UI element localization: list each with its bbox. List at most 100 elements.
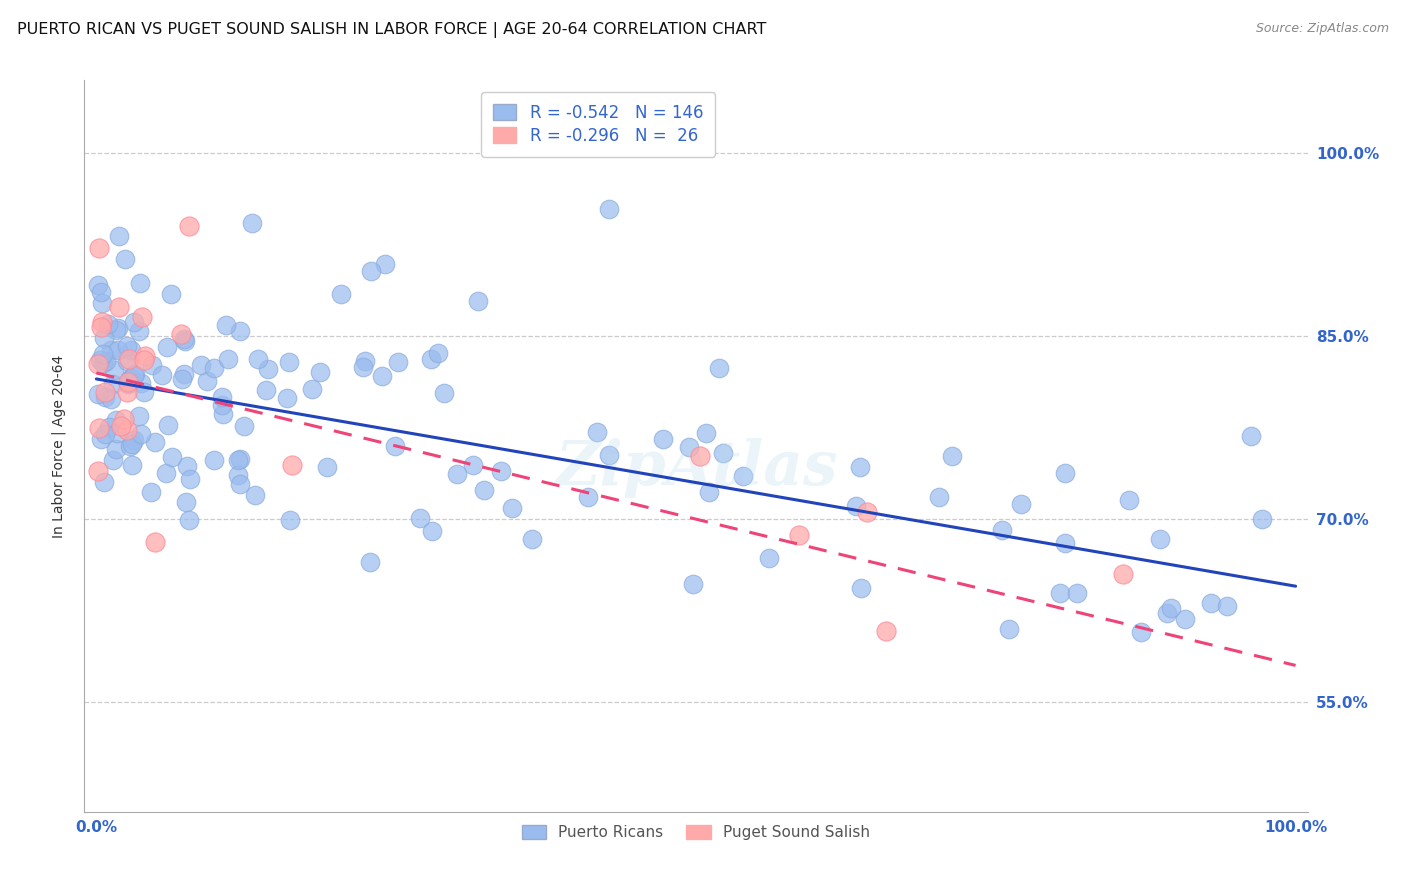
Point [370,368,392,383]
Point [409,510,432,524]
Point [115,385,138,400]
Point [118,351,141,366]
Point [131,310,153,324]
Point [247,352,270,367]
Point [162,450,184,465]
Point [695,426,717,441]
Point [100,343,122,357]
Point [215,318,238,333]
Point [173,367,195,381]
Point [689,449,711,463]
Point [104,413,127,427]
Point [179,219,201,234]
Point [229,477,252,491]
Point [115,423,138,437]
Point [87,241,110,255]
Point [707,361,730,376]
Point [115,339,138,353]
Point [90,320,112,334]
Point [121,458,143,472]
Point [849,581,872,595]
Point [354,354,377,368]
Point [733,469,755,483]
Point [97,317,120,331]
Point [211,407,233,421]
Point [598,448,620,462]
Point [179,472,201,486]
Point [256,362,278,376]
Point [243,488,266,502]
Point [489,464,512,478]
Point [848,460,870,475]
Text: PUERTO RICAN VS PUGET SOUND SALISH IN LABOR FORCE | AGE 20-64 CORRELATION CHART: PUERTO RICAN VS PUGET SOUND SALISH IN LA… [17,22,766,38]
Point [114,252,136,266]
Point [120,371,142,385]
Point [91,347,114,361]
Point [90,285,112,299]
Point [173,332,195,346]
Point [278,355,301,369]
Point [352,359,374,374]
Point [1066,586,1088,600]
Point [598,202,620,217]
Y-axis label: In Labor Force | Age 20-64: In Labor Force | Age 20-64 [51,354,66,538]
Point [122,433,145,447]
Point [420,352,443,367]
Point [91,315,114,329]
Point [1250,512,1272,526]
Point [229,324,252,338]
Point [86,357,108,371]
Point [1118,493,1140,508]
Point [86,387,108,401]
Point [1054,467,1077,481]
Point [120,343,142,357]
Point [446,467,468,481]
Point [281,458,304,472]
Point [139,485,162,500]
Point [195,374,218,388]
Point [128,409,150,424]
Point [104,442,127,456]
Point [651,432,673,446]
Point [122,368,145,383]
Point [315,459,337,474]
Point [467,294,489,309]
Point [118,373,141,387]
Point [1112,566,1135,581]
Point [115,354,138,368]
Point [94,390,117,404]
Point [143,534,166,549]
Point [177,513,200,527]
Point [129,276,152,290]
Point [97,419,120,434]
Point [1049,586,1071,600]
Point [711,446,734,460]
Point [433,386,456,401]
Point [101,377,124,392]
Legend: Puerto Ricans, Puget Sound Salish: Puerto Ricans, Puget Sound Salish [515,818,877,848]
Point [301,382,323,396]
Point [758,551,780,566]
Point [91,356,114,370]
Point [108,300,131,314]
Point [387,355,409,369]
Point [463,458,485,473]
Point [360,264,382,278]
Point [132,353,155,368]
Point [150,368,173,382]
Point [129,427,152,442]
Point [278,514,301,528]
Point [997,622,1019,636]
Point [155,467,177,481]
Point [100,392,122,407]
Point [107,343,129,358]
Text: Source: ZipAtlas.com: Source: ZipAtlas.com [1256,22,1389,36]
Point [991,523,1014,537]
Text: ZipAtlas: ZipAtlas [555,438,837,498]
Point [156,418,179,433]
Point [1216,599,1239,614]
Point [928,491,950,505]
Point [108,229,131,244]
Point [118,439,141,453]
Point [211,399,233,413]
